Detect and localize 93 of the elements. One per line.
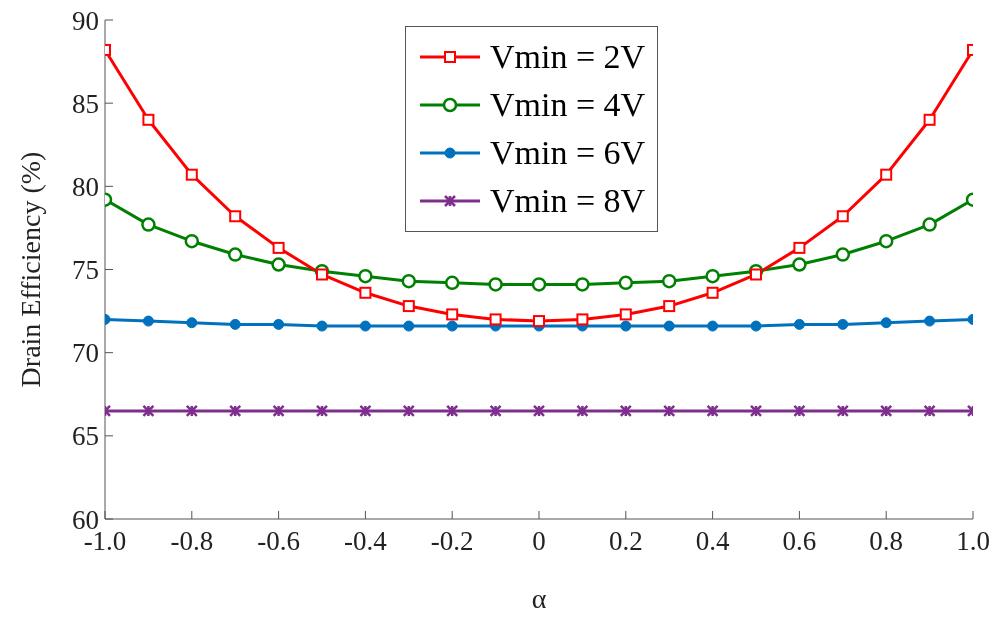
point	[576, 404, 589, 418]
point	[272, 404, 285, 418]
x-tick-label: 0.6	[782, 526, 817, 557]
x-tick-label: 0.2	[608, 526, 643, 557]
point	[489, 313, 502, 326]
x-tick-label: 0.4	[695, 526, 730, 557]
point	[358, 268, 373, 284]
point	[880, 168, 893, 181]
point	[662, 404, 676, 418]
point	[403, 320, 415, 332]
point	[186, 317, 198, 329]
legend-label: Vmin = 8V	[490, 181, 646, 221]
point	[359, 404, 372, 418]
point	[228, 404, 242, 418]
point	[229, 210, 242, 223]
point	[619, 404, 633, 418]
y-tick-label: 75	[72, 255, 99, 286]
point	[707, 320, 719, 332]
point	[924, 315, 936, 327]
point	[837, 318, 849, 330]
y-tick-label: 80	[72, 171, 99, 202]
y-tick-label: 65	[72, 421, 99, 452]
point	[142, 315, 154, 327]
point	[185, 168, 198, 181]
x-tick-label: 1.0	[956, 526, 990, 557]
point	[359, 320, 371, 332]
point	[750, 320, 762, 332]
point	[878, 233, 894, 249]
point	[619, 308, 632, 321]
point	[880, 317, 892, 329]
point	[618, 275, 634, 291]
point	[446, 308, 459, 321]
y-tick-label: 90	[72, 5, 99, 36]
point	[402, 300, 415, 313]
point	[401, 273, 417, 289]
legend-label: Vmin = 6V	[490, 133, 646, 173]
point	[663, 300, 676, 313]
y-tick-label: 70	[72, 338, 99, 369]
point	[533, 315, 545, 328]
x-tick-label: -0.8	[170, 526, 214, 557]
point	[793, 241, 806, 254]
point	[142, 404, 155, 418]
point	[663, 320, 675, 332]
point	[705, 268, 720, 284]
point	[227, 247, 243, 262]
x-tick-label: -0.2	[430, 526, 474, 557]
y-tick-label: 85	[72, 88, 99, 119]
point	[444, 275, 460, 291]
point	[620, 320, 632, 332]
point	[489, 404, 502, 418]
point	[923, 113, 936, 126]
point	[575, 277, 590, 292]
point	[792, 257, 807, 272]
point	[661, 273, 677, 289]
point	[488, 277, 503, 292]
point	[229, 318, 241, 330]
point	[272, 241, 285, 254]
legend-label: Vmin = 2V	[490, 37, 646, 77]
point	[835, 247, 851, 262]
point	[271, 257, 286, 272]
point	[749, 404, 763, 418]
point	[532, 404, 546, 418]
point	[836, 404, 850, 418]
point	[836, 210, 849, 223]
y-axis-title: Drain Efficiency (%)	[14, 151, 46, 388]
x-tick-label: 0	[532, 526, 546, 557]
point	[706, 286, 719, 299]
x-tick-label: -0.6	[257, 526, 300, 557]
point	[185, 404, 199, 418]
point	[793, 318, 805, 330]
x-tick-label: -0.4	[344, 526, 388, 557]
legend-label: Vmin = 4V	[490, 85, 646, 125]
point	[273, 318, 285, 330]
point	[706, 404, 719, 418]
point	[576, 313, 589, 326]
point	[446, 320, 458, 332]
point	[316, 320, 328, 332]
point	[184, 233, 200, 249]
point	[793, 404, 806, 418]
point	[531, 277, 547, 292]
point	[922, 217, 937, 232]
point	[750, 268, 762, 281]
point	[445, 404, 459, 418]
x-axis-title: α	[531, 583, 547, 614]
point	[923, 404, 936, 418]
point	[402, 404, 416, 418]
point	[359, 286, 372, 299]
point	[879, 404, 893, 418]
point	[142, 113, 155, 126]
point	[315, 404, 329, 418]
point	[316, 268, 328, 281]
point	[141, 217, 156, 232]
x-tick-label: 0.8	[869, 526, 904, 557]
